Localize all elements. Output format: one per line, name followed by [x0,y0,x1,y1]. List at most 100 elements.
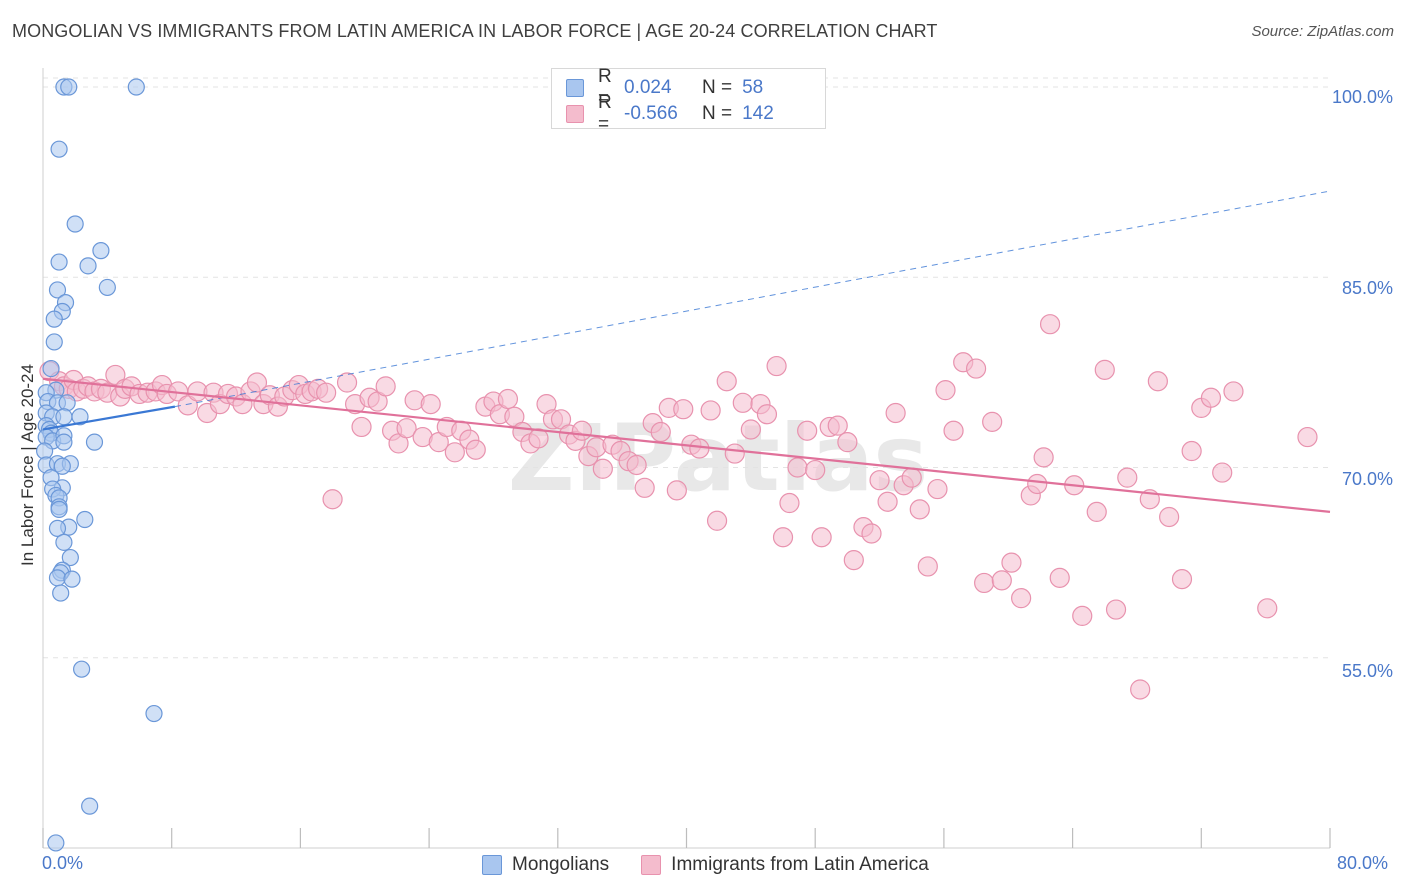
point-latin-america [1147,371,1168,392]
point-latin-america [420,393,441,415]
point-latin-america [1257,598,1278,619]
point-mongolians [42,359,60,378]
point-mongolians [98,278,116,297]
point-mongolians [92,242,110,260]
r-label: R = [598,66,612,109]
y-tick-label-70: 70.0% [1341,469,1393,489]
point-latin-america [740,419,761,440]
point-latin-america [772,527,794,548]
point-mongolians [55,433,73,451]
point-latin-america [689,438,710,459]
point-mongolians [145,704,163,723]
point-mongolians [47,834,65,852]
point-latin-america [1086,501,1107,523]
point-latin-america [935,380,956,401]
point-latin-america [1223,381,1244,402]
point-latin-america [571,420,593,441]
swatch-blue [566,79,584,97]
point-latin-america [861,523,882,544]
point-mongolians [73,660,91,678]
point-mongolians [85,433,104,451]
point-latin-america [1117,467,1138,488]
trend-lines [42,190,1331,513]
point-mongolians [53,457,71,475]
grid [43,77,1330,659]
point-latin-america [901,467,922,488]
x-tick-label-max: 80.0% [1337,853,1389,873]
point-latin-america [927,478,948,500]
point-latin-america [1094,359,1115,380]
series-legend: Mongolians Immigrants from Latin America [482,852,961,878]
point-mongolians [50,500,68,518]
point-latin-america [1171,569,1193,590]
r-label: R = [598,92,612,135]
point-latin-america [444,442,465,463]
point-mongolians [50,140,68,158]
r-value: -0.566 [624,103,678,124]
point-latin-america [732,392,753,413]
source-label: Source: ZipAtlas.com [1251,23,1394,40]
point-latin-america [805,459,826,481]
point-latin-america [1011,588,1032,609]
point-latin-america [177,395,198,416]
point-latin-america [724,443,745,464]
point-latin-america [877,491,898,512]
point-latin-america [634,477,655,498]
point-mongolians [60,78,78,96]
point-latin-america [1212,462,1233,483]
point-latin-america [700,400,721,421]
y-tick-label-85: 85.0% [1341,278,1393,298]
point-mongolians [71,408,89,426]
point-latin-america [869,470,890,491]
swatch-pink [566,105,584,123]
n-value: 58 [742,77,764,98]
x-tick-label-min: 0.0% [42,853,84,873]
point-latin-america [1130,679,1151,700]
point-latin-america [1001,552,1022,573]
point-mongolians [76,510,94,529]
n-value: 142 [742,103,774,124]
stats-row-latin-america: R = -0.566 N = 142 [566,92,774,135]
point-latin-america [592,458,613,479]
point-mongolians [45,310,63,328]
point-latin-america [351,416,372,438]
point-latin-america [1200,387,1222,408]
n-label: N = [702,103,733,124]
point-latin-america [316,382,337,403]
stats-row-mongolians: R = 0.024 N = 58 [566,66,764,109]
point-latin-america [666,480,687,501]
stats-legend: R = 0.024 N = 58 R = -0.566 N = 142 [551,66,826,135]
point-latin-america [105,364,126,386]
point-latin-america [528,428,549,449]
point-latin-america [336,372,358,393]
point-latin-america [787,457,808,478]
chart-title: MONGOLIAN VS IMMIGRANTS FROM LATIN AMERI… [12,21,938,41]
point-mongolians [66,215,84,233]
point-mongolians [63,570,81,588]
points-layer [36,78,1318,852]
point-latin-america [1159,506,1180,528]
point-mongolians [79,257,97,275]
point-latin-america [1072,605,1093,627]
point-latin-america [991,570,1012,591]
point-latin-america [811,527,832,548]
point-mongolians [50,253,68,271]
point-latin-america [917,556,938,577]
point-latin-america [1027,473,1048,495]
point-latin-america [1181,440,1202,462]
point-latin-america [827,415,848,436]
legend-label: Immigrants from Latin America [671,854,929,875]
point-mongolians [55,408,73,426]
y-axis-label: In Labor Force | Age 20-24 [18,364,37,566]
point-latin-america [322,489,343,510]
point-mongolians [58,394,76,412]
n-label: N = [702,77,733,98]
point-latin-america [766,355,787,377]
trend-line-mongolians-extension [174,190,1331,408]
legend-label: Mongolians [512,854,610,875]
point-latin-america [943,420,964,441]
legend-item-mongolians: Mongolians [482,854,609,876]
legend-swatch-pink [641,855,662,875]
point-latin-america [1039,314,1061,335]
trend-line-mongolians [42,405,176,431]
